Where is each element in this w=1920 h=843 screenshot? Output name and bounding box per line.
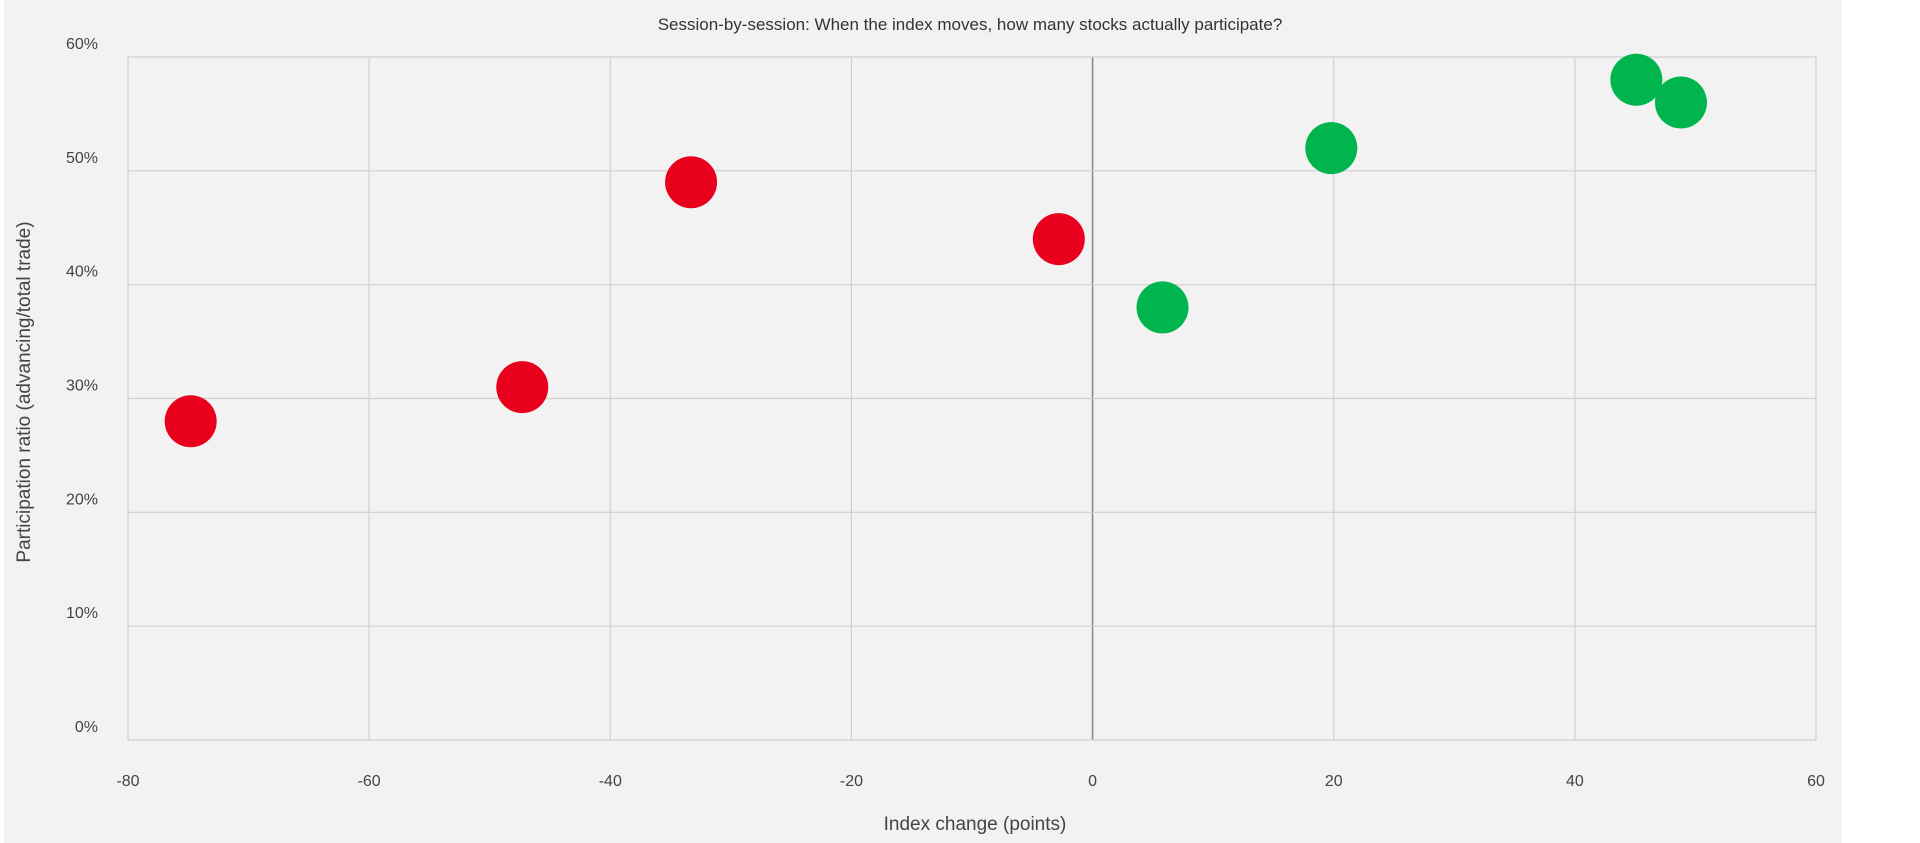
y-tick-label: 20% <box>66 491 98 508</box>
x-tick-label: -60 <box>358 773 381 790</box>
point-down <box>665 156 718 209</box>
point-down <box>1032 213 1085 266</box>
x-tick-label: 40 <box>1566 773 1584 790</box>
point-down <box>496 361 549 414</box>
y-axis-label: Participation ratio (advancing/total tra… <box>14 221 35 562</box>
x-tick-label: 20 <box>1325 773 1343 790</box>
x-tick-label: -40 <box>599 773 622 790</box>
point-up <box>1610 53 1663 106</box>
y-tick-label: 50% <box>66 150 98 167</box>
point-up <box>1136 281 1189 334</box>
chart-title: Session-by-session: When the index moves… <box>658 15 1283 34</box>
x-tick-label: 60 <box>1807 773 1825 790</box>
y-tick-label: 40% <box>66 264 98 281</box>
axis-ticks: -80 -60 -40 -20 0 20 40 60 0% 10% 20% 30% 40% 50% 60% <box>66 36 1825 790</box>
x-tick-label: 0 <box>1088 773 1097 790</box>
x-tick-label: -80 <box>116 773 139 790</box>
chart-panel <box>4 0 1842 843</box>
y-tick-label: 60% <box>66 36 98 53</box>
grid-lines <box>127 56 1817 741</box>
data-points <box>164 53 1707 448</box>
y-tick-label: 10% <box>66 605 98 622</box>
x-tick-label: -20 <box>840 773 863 790</box>
point-down <box>164 395 217 448</box>
y-tick-label: 30% <box>66 378 98 395</box>
y-tick-label: 0% <box>75 719 98 736</box>
x-axis-label: Index change (points) <box>884 814 1067 835</box>
point-up <box>1654 76 1707 129</box>
point-up <box>1305 122 1358 175</box>
